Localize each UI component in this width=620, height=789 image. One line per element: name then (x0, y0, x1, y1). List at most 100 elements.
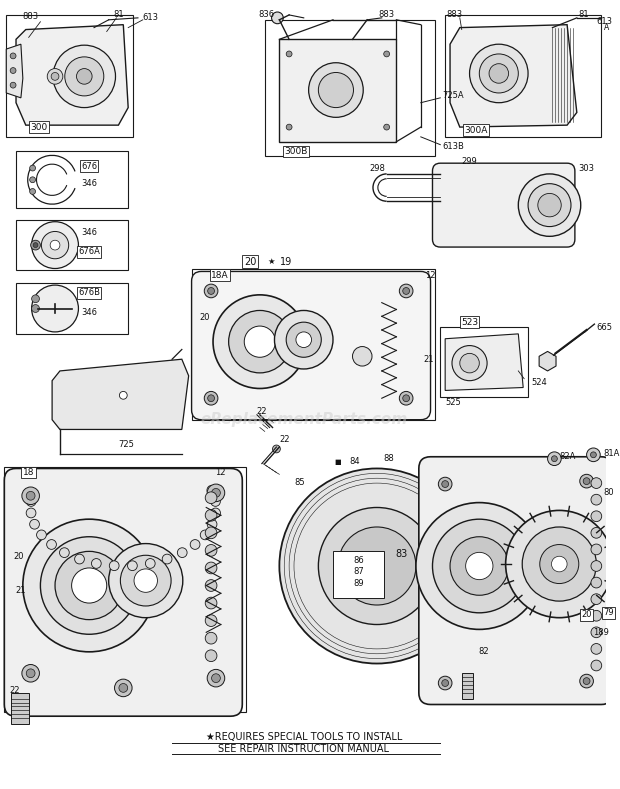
Polygon shape (52, 359, 188, 429)
Text: 88: 88 (384, 454, 394, 463)
Circle shape (403, 287, 410, 294)
Text: 346: 346 (81, 179, 97, 188)
Circle shape (205, 510, 217, 521)
Circle shape (538, 193, 561, 217)
Text: 85: 85 (294, 477, 304, 487)
Circle shape (205, 580, 217, 591)
Circle shape (547, 452, 561, 466)
Polygon shape (539, 351, 556, 371)
Bar (6, 15, 133, 136)
Text: 22: 22 (279, 435, 290, 443)
Circle shape (211, 496, 220, 507)
Text: eReplacementParts.com: eReplacementParts.com (200, 412, 407, 427)
Circle shape (119, 683, 128, 692)
Circle shape (399, 391, 413, 405)
Circle shape (286, 51, 292, 57)
FancyBboxPatch shape (192, 271, 430, 420)
Circle shape (591, 495, 601, 505)
Text: ★REQUIRES SPECIAL TOOLS TO INSTALL: ★REQUIRES SPECIAL TOOLS TO INSTALL (206, 731, 402, 742)
Circle shape (466, 552, 493, 580)
Circle shape (204, 284, 218, 297)
Text: 613B: 613B (442, 142, 464, 151)
Text: 303: 303 (578, 163, 595, 173)
Circle shape (489, 64, 508, 83)
Circle shape (46, 540, 56, 549)
Circle shape (207, 519, 217, 529)
Circle shape (51, 73, 59, 80)
Circle shape (32, 305, 40, 312)
Circle shape (30, 519, 40, 529)
Circle shape (479, 54, 518, 93)
Text: 613: 613 (596, 17, 613, 26)
Circle shape (55, 552, 123, 619)
Circle shape (229, 310, 291, 373)
Circle shape (120, 555, 171, 606)
Circle shape (128, 561, 137, 570)
Circle shape (32, 285, 79, 332)
Circle shape (338, 527, 416, 605)
FancyBboxPatch shape (433, 163, 575, 247)
Text: 21: 21 (16, 586, 26, 595)
Text: SEE REPAIR INSTRUCTION MANUAL: SEE REPAIR INSTRUCTION MANUAL (218, 744, 389, 754)
Text: 300A: 300A (464, 125, 488, 134)
Text: ■: ■ (335, 458, 341, 465)
Circle shape (591, 644, 601, 654)
Text: 82: 82 (479, 647, 490, 656)
Circle shape (207, 484, 224, 502)
Circle shape (319, 507, 435, 625)
Text: 79: 79 (603, 608, 614, 617)
Bar (440, 327, 528, 398)
Circle shape (205, 650, 217, 662)
Circle shape (591, 578, 601, 588)
Circle shape (580, 474, 593, 488)
Circle shape (587, 448, 600, 462)
Text: 86: 86 (353, 555, 364, 565)
Circle shape (591, 511, 601, 522)
Text: 346: 346 (81, 228, 97, 237)
Bar (192, 268, 435, 420)
Circle shape (32, 295, 40, 303)
Circle shape (272, 12, 283, 24)
Circle shape (30, 189, 35, 194)
Circle shape (30, 177, 35, 183)
Circle shape (10, 68, 16, 73)
Polygon shape (445, 334, 523, 391)
Circle shape (205, 615, 217, 626)
Circle shape (23, 519, 156, 652)
Text: 83: 83 (395, 549, 407, 559)
Text: 20: 20 (199, 312, 210, 322)
Bar (4, 466, 246, 712)
Text: 836: 836 (259, 10, 275, 20)
Circle shape (399, 284, 413, 297)
Circle shape (204, 391, 218, 405)
Circle shape (211, 488, 220, 497)
Circle shape (33, 243, 38, 248)
Bar (265, 20, 435, 156)
Text: 12: 12 (216, 468, 226, 477)
Circle shape (26, 492, 35, 500)
Text: 84: 84 (350, 457, 360, 466)
Circle shape (286, 322, 321, 357)
Text: 883: 883 (379, 10, 395, 20)
Circle shape (296, 332, 311, 347)
Circle shape (551, 456, 557, 462)
Circle shape (40, 537, 138, 634)
Circle shape (540, 544, 579, 584)
Circle shape (591, 611, 601, 621)
Text: 89: 89 (353, 579, 364, 588)
Circle shape (403, 394, 410, 402)
Circle shape (583, 477, 590, 484)
Circle shape (76, 69, 92, 84)
Circle shape (177, 548, 187, 558)
Circle shape (207, 669, 224, 687)
Circle shape (591, 528, 601, 538)
Circle shape (92, 559, 101, 568)
Circle shape (384, 51, 389, 57)
Circle shape (591, 477, 601, 488)
FancyBboxPatch shape (419, 457, 613, 705)
Polygon shape (16, 24, 128, 125)
Circle shape (205, 597, 217, 609)
Circle shape (286, 124, 292, 130)
Circle shape (438, 477, 452, 491)
Circle shape (53, 45, 115, 107)
